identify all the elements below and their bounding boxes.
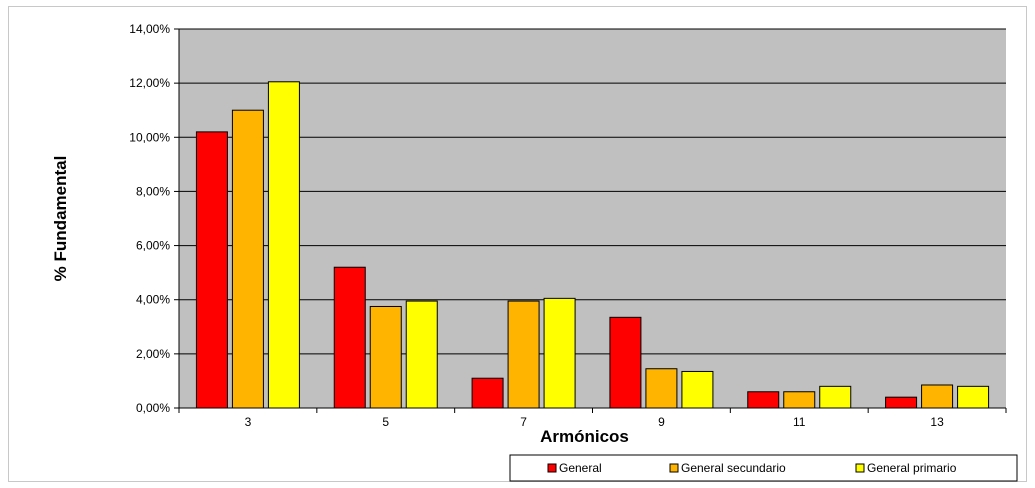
x-tick-label: 11 — [793, 415, 806, 429]
bar-general-secundario-13 — [921, 384, 954, 409]
bar-general-primario-11 — [819, 385, 852, 409]
bar-chart: 0,00% 2,00% 4,00% 6,00% 8,00% 10,00% 12,00% 14,… — [51, 22, 1018, 482]
legend-swatch — [669, 463, 679, 473]
y-tick-label: 14,00% — [129, 22, 170, 36]
legend-label: General — [559, 461, 602, 475]
bar-general-7 — [471, 377, 504, 409]
legend-swatch — [855, 463, 865, 473]
y-tick-labels: 0,00% 2,00% 4,00% 6,00% 8,00% 10,00% 12,00% 14,… — [129, 22, 179, 415]
y-tick-label: 12,00% — [129, 76, 170, 90]
bar-general-3 — [195, 131, 228, 409]
y-tick-label: 10,00% — [129, 130, 170, 144]
y-tick-label: 6,00% — [136, 239, 170, 253]
bar-general-primario-3 — [267, 81, 300, 409]
legend-label: General secundario — [681, 461, 786, 475]
bar-general-9 — [609, 316, 642, 409]
x-tick-label: 3 — [245, 415, 252, 429]
legend-box — [509, 454, 1018, 482]
y-axis-label: % Fundamental — [51, 156, 70, 282]
bar-general-11 — [747, 391, 780, 409]
bar-general-secundario-7 — [507, 300, 540, 409]
y-tick-label: 2,00% — [136, 347, 170, 361]
x-tick-label: 9 — [658, 415, 665, 429]
bar-general-primario-7 — [543, 297, 576, 409]
bar-general-secundario-11 — [783, 391, 816, 409]
bar-general-secundario-3 — [231, 109, 264, 409]
chart-frame: 0,00% 2,00% 4,00% 6,00% 8,00% 10,00% 12,00% 14,… — [8, 6, 1027, 482]
bar-general-primario-9 — [681, 370, 714, 409]
x-tick-label: 5 — [382, 415, 389, 429]
bar-general-13 — [885, 396, 918, 409]
y-tick-label: 4,00% — [136, 293, 170, 307]
legend-swatch — [547, 463, 557, 473]
bar-general-primario-5 — [405, 300, 438, 409]
bar-general-secundario-9 — [645, 368, 678, 409]
plot-area — [179, 29, 1006, 408]
x-tick-label: 7 — [520, 415, 527, 429]
x-axis-label: Armónicos — [540, 427, 629, 446]
x-tick-label: 13 — [930, 415, 944, 429]
gridlines — [179, 28, 1006, 355]
x-tick-labels: 3 5 7 9 11 13 — [178, 408, 1007, 429]
bar-general-primario-13 — [957, 385, 990, 409]
legend: General General secundario General primari… — [509, 454, 1018, 482]
bar-general-secundario-5 — [369, 305, 402, 409]
legend-label: General primario — [867, 461, 957, 475]
bar-general-5 — [333, 266, 366, 409]
y-tick-label: 0,00% — [136, 401, 170, 415]
y-tick-label: 8,00% — [136, 184, 170, 198]
